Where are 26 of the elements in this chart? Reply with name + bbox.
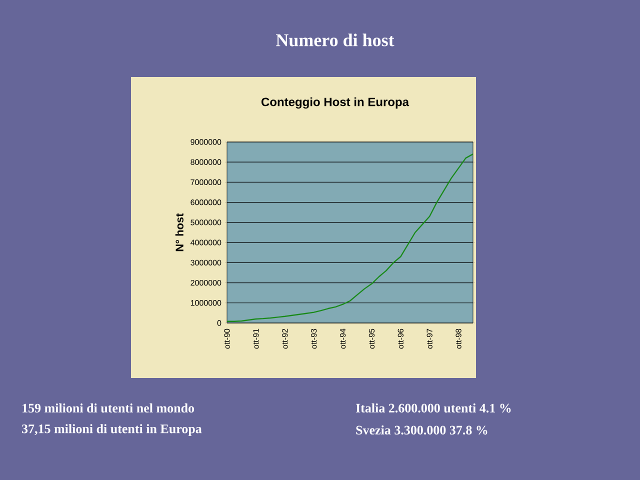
x-tick-label: ott-94 [340,328,346,349]
chart-subtitle: Conteggio Host in Europa [261,97,410,109]
x-tick-label: ott-92 [282,328,288,349]
text: Italia 2.600.000 utenti 4.1 % [356,403,511,413]
text: 159 milioni di utenti nel mondo [22,403,194,413]
text: 37,15 milioni di utenti in Europa [22,424,202,436]
x-tick-label: ott-90 [224,328,230,349]
y-tick-label: 6000000 [190,200,222,206]
y-tick-label: 5000000 [190,220,222,226]
x-tick-label: ott-93 [310,328,317,349]
y-tick-label: 4000000 [190,240,222,246]
y-axis-title: N° host [175,213,184,252]
x-tick-label: ott-95 [368,328,375,349]
x-tick-label: ott-98 [456,328,462,349]
text: Svezia 3.300.000 37.8 % [356,425,488,435]
x-tick-label: ott-96 [398,328,404,349]
y-tick-label: 0 [217,320,222,326]
y-tick-label: 8000000 [190,159,222,165]
y-tick-label: 3000000 [190,260,222,266]
y-tick-label: 7000000 [190,179,222,186]
y-tick-label: 9000000 [190,139,222,145]
y-tick-label: 1000000 [190,300,222,306]
chart-title: Numero di host [276,34,394,46]
x-tick-label: ott-97 [426,328,432,349]
y-tick-label: 2000000 [190,280,222,286]
x-tick-label: ott-91 [253,328,259,349]
